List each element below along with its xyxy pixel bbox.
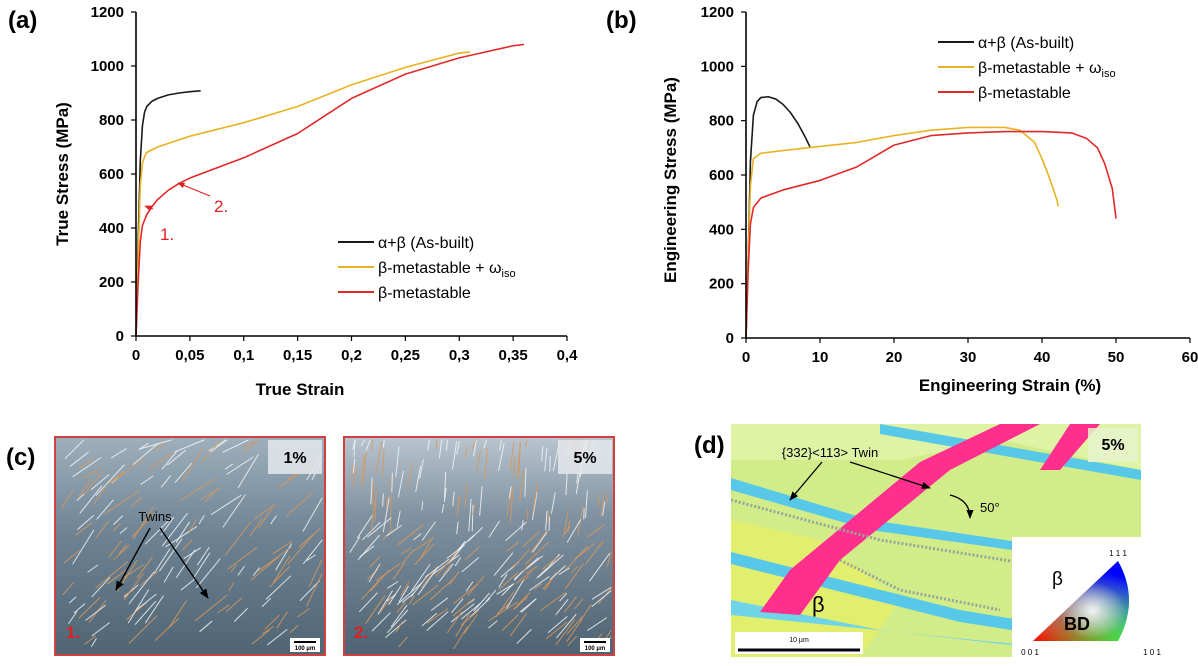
twin-system-label: {332}<113> Twin	[782, 445, 878, 460]
ipf-corner-001: 0 0 1	[1021, 648, 1039, 657]
ipf-corner-111: 1 1 1	[1109, 549, 1127, 558]
micrograph-5pct-label: 5%	[573, 450, 596, 467]
legend-b-label-2: β-metastable + ωiso	[978, 60, 1116, 80]
ipf-corner-101: 1 0 1	[1143, 648, 1161, 657]
chart-b-series	[746, 97, 1116, 338]
panel-c-label: (c)	[6, 444, 35, 471]
legend-b-label-3: β-metastable	[978, 85, 1071, 102]
chart-a-x-tick-label: 0	[132, 347, 140, 364]
chart-a-x-tick-label: 0,2	[341, 347, 362, 364]
chart-b-y-tick-label: 200	[709, 276, 734, 293]
chart-a-x-tick-label: 0,4	[557, 347, 579, 364]
legend-a-label-2: β-metastable + ωiso	[378, 260, 516, 280]
ipf-direction-label: BD	[1064, 614, 1090, 634]
chart-b-x-tick-label: 10	[812, 349, 829, 366]
micrograph-1pct-number: 1.	[66, 623, 80, 642]
micrograph-1pct-label: 1%	[283, 450, 306, 467]
chart-b-y-label: Engineering Stress (MPa)	[661, 77, 680, 283]
legend-a-label-2-sub: iso	[502, 268, 516, 280]
chart-b-series-line-1	[746, 97, 810, 338]
ipf-phase-label: β	[1052, 569, 1063, 590]
chart-b-x-tick-label: 40	[1034, 349, 1051, 366]
legend-b-label-2-main: β-metastable + ω	[978, 60, 1102, 77]
chart-a-x-tick-label: 0,3	[449, 347, 470, 364]
beta-phase-label: β	[812, 592, 825, 617]
chart-a-x-tick-label: 0,35	[499, 347, 528, 364]
panel-a-label: (a)	[8, 7, 37, 34]
chart-a: 0 0,05 0,1 0,15 0,2 0,25 0,3 0,35 0,4 0 200 400 600 8…	[53, 4, 578, 399]
annotation-1: 1.	[160, 225, 174, 244]
chart-a-y-tick-label: 0	[116, 328, 124, 345]
chart-a-y-tick-label: 1000	[91, 58, 124, 75]
twins-label: Twins	[138, 509, 172, 524]
chart-a-y-tick-label: 400	[99, 220, 124, 237]
micrograph-1pct-scale-label: 100 µm	[295, 646, 315, 652]
annotation-2: 2.	[214, 197, 228, 216]
chart-b-series-line-3	[746, 132, 1116, 338]
chart-b-x-tick-label: 50	[1108, 349, 1125, 366]
chart-a-y-tick-label: 1200	[91, 4, 124, 21]
chart-a-tick-labels: 0 0,05 0,1 0,15 0,2 0,25 0,3 0,35 0,4 0 200 400 600 8…	[91, 4, 578, 364]
chart-a-x-tick-label: 0,25	[391, 347, 420, 364]
micrograph-1pct: 1% 1. 100 µm Twins	[55, 437, 325, 655]
twin-trace	[372, 480, 373, 504]
chart-a-x-tick-label: 0,05	[175, 347, 204, 364]
legend-a-label-2-main: β-metastable + ω	[378, 260, 502, 277]
ipf-legend: β BD 0 0 1 1 0 1 1 1 1	[1012, 537, 1192, 659]
micrograph-5pct: 5% 2. 100 µm	[344, 437, 614, 655]
ebsd-scale-label: 10 µm	[789, 637, 809, 644]
chart-a-y-tick-label: 600	[99, 166, 124, 183]
twin-trace	[383, 494, 384, 506]
chart-b-y-tick-label: 400	[709, 221, 734, 238]
chart-b-y-tick-label: 1200	[701, 4, 734, 21]
chart-b-x-tick-label: 0	[742, 349, 750, 366]
legend-a-label-3: β-metastable	[378, 285, 471, 302]
chart-b-series-line-2	[746, 127, 1058, 338]
chart-a-x-tick-label: 0,15	[283, 347, 312, 364]
micrograph-5pct-number: 2.	[354, 623, 368, 642]
chart-a-y-label: True Stress (MPa)	[53, 102, 72, 246]
chart-b-y-tick-label: 1000	[701, 58, 734, 75]
chart-b-x-label: Engineering Strain (%)	[919, 376, 1101, 395]
ebsd-strain-label: 5%	[1101, 437, 1124, 454]
legend-a-label-1: α+β (As-built)	[378, 235, 474, 252]
chart-b-y-tick-label: 600	[709, 167, 734, 184]
micrograph-5pct-scale-label: 100 µm	[585, 646, 605, 652]
legend-b-label-2-sub: iso	[1102, 68, 1116, 80]
twin-trace	[436, 440, 437, 449]
chart-a-series-line-1	[136, 91, 201, 336]
chart-b-legend: α+β (As-built) β-metastable + ωiso β-met…	[938, 35, 1116, 102]
chart-b-x-tick-label: 60	[1182, 349, 1198, 366]
annotation-2-arrow	[178, 183, 210, 196]
angle-label: 50°	[980, 500, 1000, 515]
chart-b-x-tick-label: 20	[886, 349, 903, 366]
panel-b-label: (b)	[606, 7, 637, 34]
chart-b-x-tick-label: 30	[960, 349, 977, 366]
chart-a-legend: α+β (As-built) β-metastable + ωiso β-met…	[338, 235, 516, 302]
chart-a-x-tick-label: 0,1	[233, 347, 254, 364]
ebsd-map: 5% {332}<113> Twin 50° β 10 µm β BD 0 0 …	[731, 424, 1192, 660]
chart-b-y-tick-label: 0	[726, 330, 734, 347]
legend-b-label-1: α+β (As-built)	[978, 35, 1074, 52]
chart-b-y-tick-label: 800	[709, 113, 734, 130]
panel-d-label: (d)	[694, 432, 725, 459]
chart-a-y-tick-label: 800	[99, 112, 124, 129]
chart-a-y-tick-label: 200	[99, 274, 124, 291]
twin-trace	[392, 473, 393, 492]
chart-a-x-label: True Strain	[256, 380, 345, 399]
